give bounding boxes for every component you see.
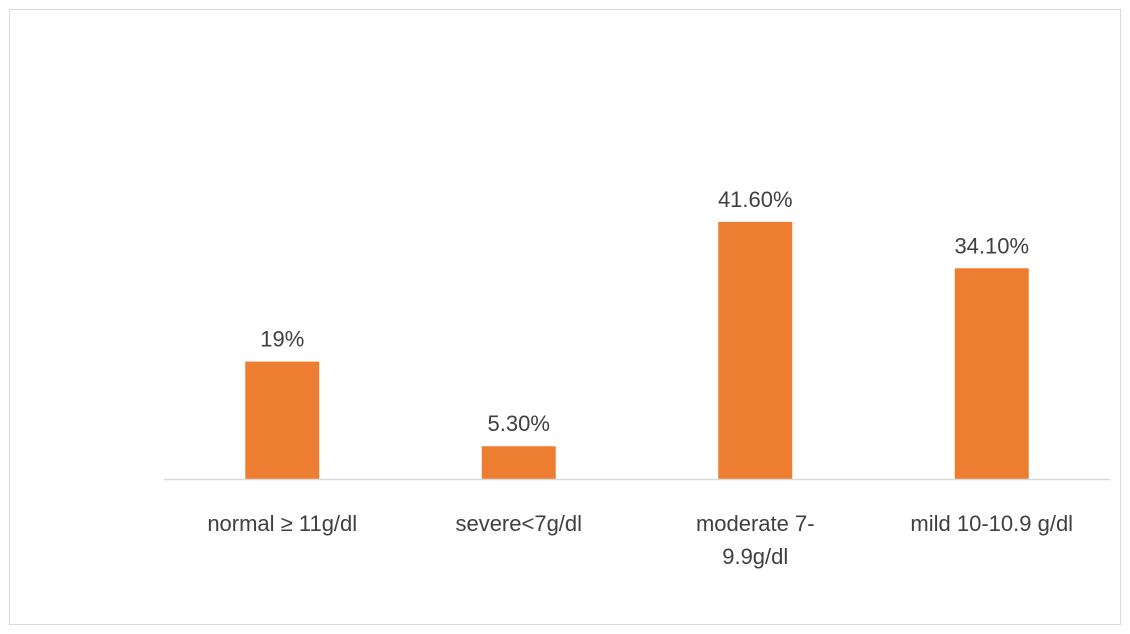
- bar: [954, 268, 1029, 479]
- data-label: 34.10%: [954, 233, 1029, 258]
- x-tick-label: normal ≥ 11g/dl: [207, 511, 357, 536]
- x-tick-label: mild 10-10.9 g/dl: [910, 511, 1073, 536]
- chart-frame: [9, 9, 1121, 625]
- x-tick-labels-layer: normal ≥ 11g/dl severe<7g/dl moderate 7- 9.…: [207, 511, 1073, 569]
- data-label: 19%: [260, 327, 304, 352]
- data-labels-layer: 19% 5.30% 41.60% 34.10%: [260, 187, 1029, 436]
- x-tick-label: severe<7g/dl: [455, 511, 582, 536]
- x-tick-label: moderate 7-: [696, 511, 815, 536]
- bar: [481, 446, 556, 479]
- bars-layer: [245, 221, 1029, 480]
- x-tick-label: 9.9g/dl: [722, 544, 788, 569]
- data-label: 41.60%: [718, 187, 793, 212]
- data-label: 5.30%: [488, 411, 550, 436]
- bar: [245, 361, 320, 479]
- bar: [718, 221, 793, 480]
